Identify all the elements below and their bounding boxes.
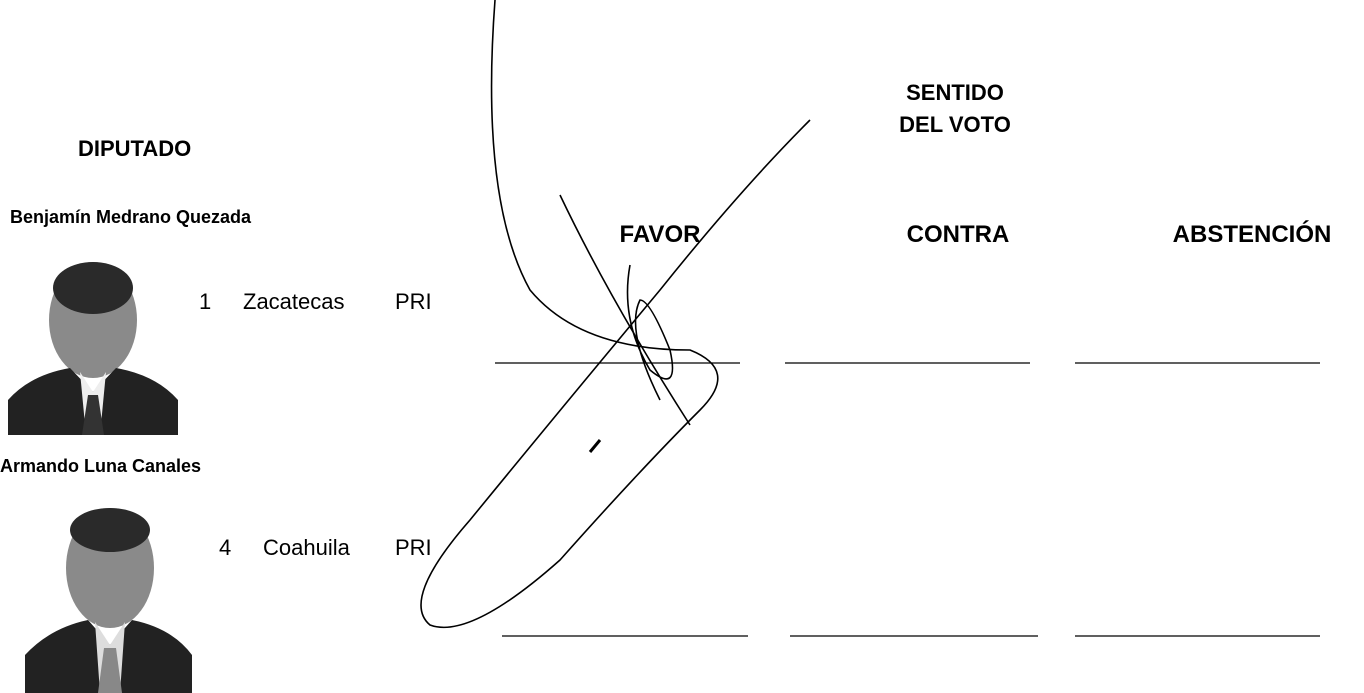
vote-column-header: SENTIDO — [906, 80, 1004, 105]
signature-lines — [495, 362, 1320, 637]
vote-option: FAVOR — [619, 221, 701, 248]
state: Zacatecas — [243, 289, 345, 314]
district-number: 4 — [219, 535, 232, 560]
party: PRI — [395, 289, 432, 314]
photo — [8, 255, 178, 435]
deputy-name: Benjamín Medrano Quezada — [10, 207, 252, 227]
photo — [25, 500, 192, 693]
party: PRI — [395, 535, 432, 560]
signature — [420, 0, 811, 629]
vote-option: CONTRA — [906, 221, 1010, 248]
deputy-column-header: DIPUTADO — [78, 136, 192, 161]
district-number: 1 — [199, 289, 212, 314]
vote-column-header: DEL VOTO — [899, 112, 1011, 137]
state: Coahuila — [263, 535, 350, 560]
vote-option: ABSTENCIÓN — [1172, 221, 1332, 248]
deputy-name: Armando Luna Canales — [0, 456, 202, 476]
